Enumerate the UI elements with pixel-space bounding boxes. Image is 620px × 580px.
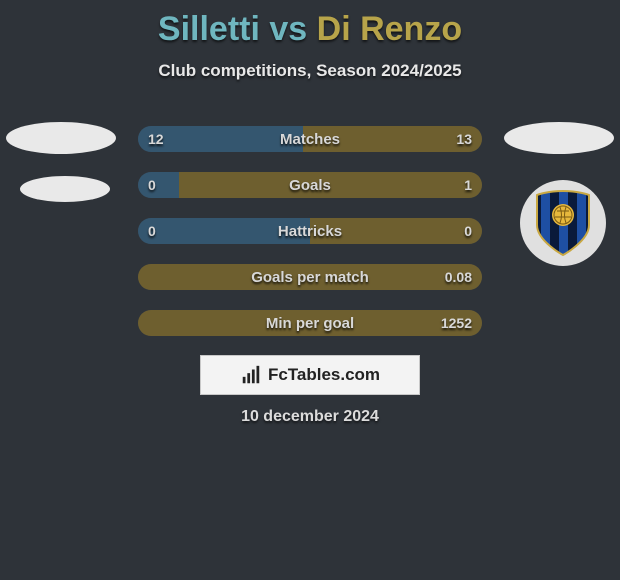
stat-row: Goals per match0.08 — [138, 264, 482, 290]
brand-box: FcTables.com — [200, 355, 420, 395]
stat-label: Goals per match — [138, 264, 482, 290]
player2-photo-placeholder — [504, 122, 614, 154]
stat-label: Min per goal — [138, 310, 482, 336]
stat-row: Matches12 13 — [138, 126, 482, 152]
player2-name: Di Renzo — [317, 10, 462, 48]
stat-value-right: 1252 — [441, 310, 472, 336]
stat-value-left: 12 — [148, 126, 164, 152]
comparison-bars: Matches1213Goals01Hattricks00Goals per m… — [138, 126, 482, 356]
page-title: Silletti vs Di Renzo — [0, 0, 620, 49]
bar-chart-icon — [240, 364, 262, 386]
us-latina-calcio-crest — [520, 180, 606, 266]
stat-row: Min per goal1252 — [138, 310, 482, 336]
crest-svg — [527, 187, 599, 259]
stat-value-right: 0.08 — [445, 264, 472, 290]
stat-label: Matches — [138, 126, 482, 152]
stat-row: Hattricks0 0 — [138, 218, 482, 244]
vs-text: vs — [260, 10, 317, 48]
stat-row: Goals0 1 — [138, 172, 482, 198]
stat-label: Goals — [138, 172, 482, 198]
stat-label: Hattricks — [138, 218, 482, 244]
stat-value-right: 0 — [464, 218, 472, 244]
player1-photo-placeholder — [6, 122, 116, 154]
stat-value-right: 1 — [464, 172, 472, 198]
stat-value-right: 13 — [456, 126, 472, 152]
player1-name: Silletti — [158, 10, 260, 48]
stat-value-left: 0 — [148, 172, 156, 198]
player1-club-placeholder — [20, 176, 110, 202]
subtitle: Club competitions, Season 2024/2025 — [0, 61, 620, 81]
brand-text: FcTables.com — [268, 365, 380, 385]
stat-value-left: 0 — [148, 218, 156, 244]
footer-date: 10 december 2024 — [0, 408, 620, 426]
